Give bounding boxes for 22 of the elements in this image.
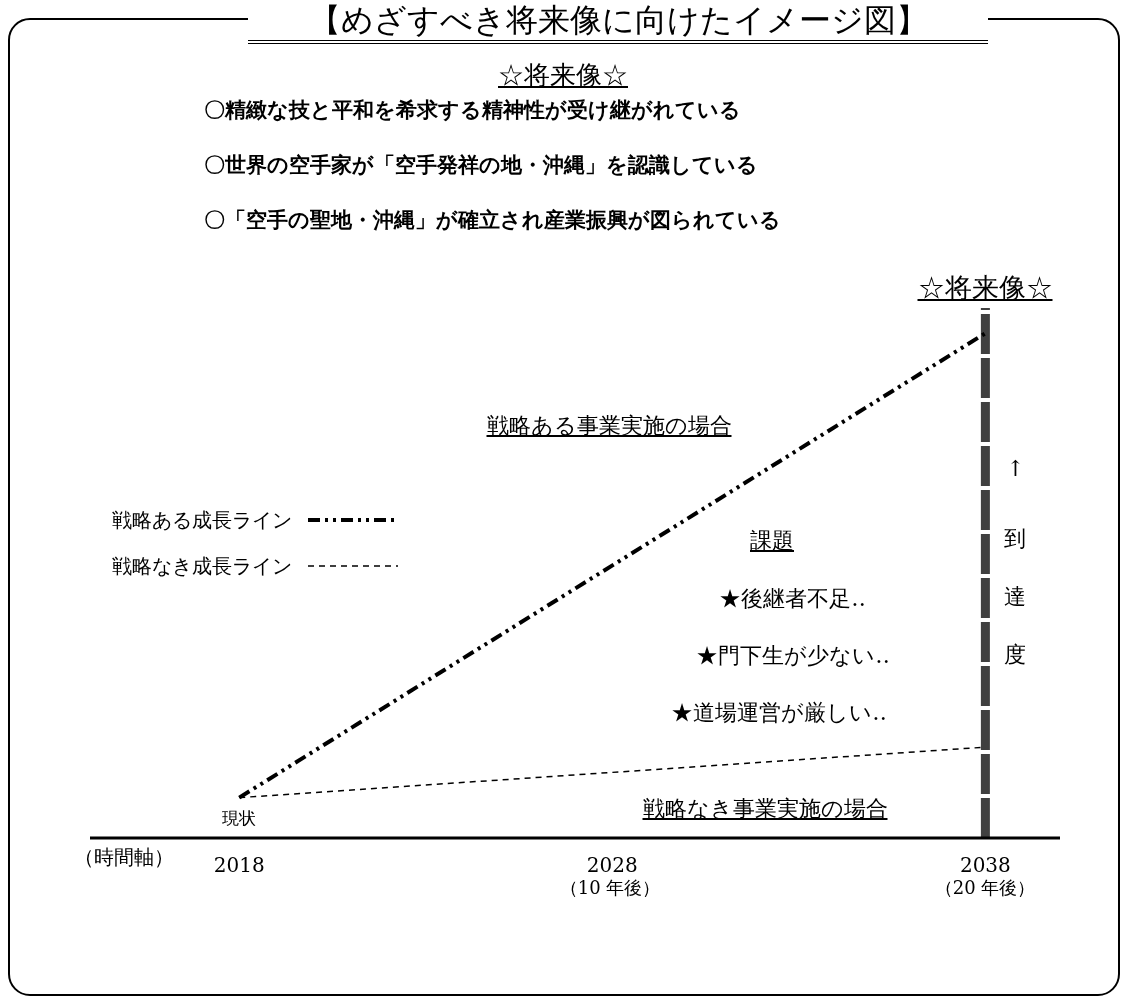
annotation: ★道場運営が厳しい‥ (671, 699, 887, 727)
x-tick-label: 2038 (959, 853, 1011, 877)
text: （20 年後） (934, 876, 1036, 900)
x-axis-title: （時間軸） (74, 845, 174, 869)
annotation: ★後継者不足‥ (719, 585, 866, 613)
text: 〇世界の空手家が「空手発祥の地・沖縄」を認識している (204, 152, 758, 179)
chart-subtitle: ☆将来像☆ (498, 60, 628, 90)
annotation: 課題 (750, 527, 794, 555)
text: 〇「空手の聖地・沖縄」が確立され産業振興が図られている (204, 207, 781, 234)
x-tick-label: 2018 (213, 853, 265, 877)
chart-title: 【めざすべき将来像に向けたイメージ図】 (248, 0, 988, 44)
text: 〇精緻な技と平和を希求する精神性が受け継がれている (204, 97, 741, 124)
annotation: 戦略なき事業実施の場合 (642, 795, 888, 823)
text: ↑到達度 (1004, 456, 1027, 667)
x-tick-label: 2028 (586, 853, 638, 877)
text: ☆将来像☆ (917, 271, 1053, 305)
annotation: 戦略ある事業実施の場合 (486, 412, 732, 440)
annotation: 現状 (222, 807, 257, 828)
legend-label: 戦略なき成長ライン (112, 552, 292, 580)
text: （10 年後） (559, 876, 661, 900)
annotation: ★門下生が少ない‥ (696, 642, 890, 670)
legend-label: 戦略ある成長ライン (112, 506, 292, 534)
